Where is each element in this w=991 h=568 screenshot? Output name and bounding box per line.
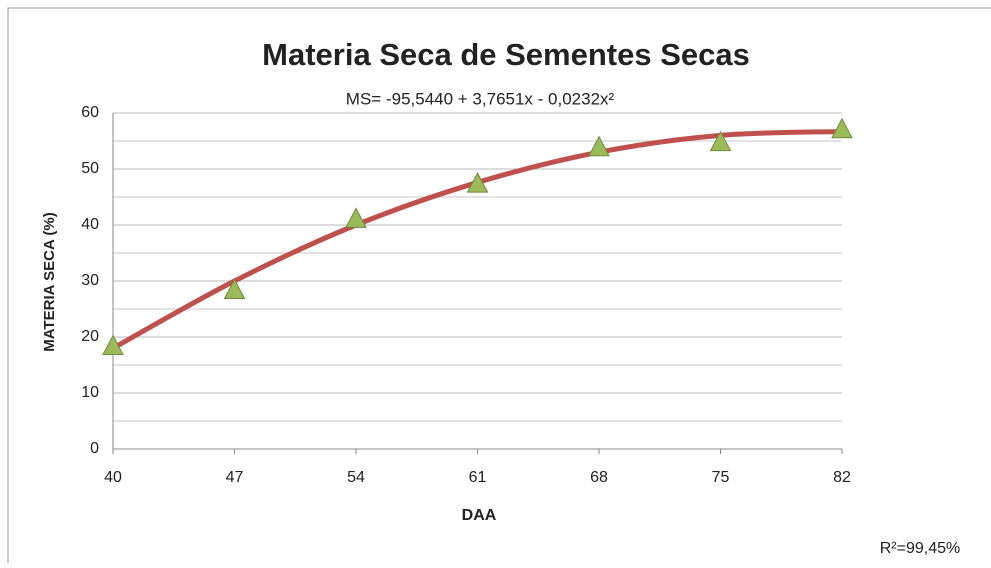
y-tick-label: 0 [90, 440, 99, 457]
y-tick-label: 20 [81, 328, 99, 345]
y-tick-label: 60 [81, 104, 99, 121]
x-axis-label: DAA [462, 507, 497, 524]
r-squared: R²=99,45% [880, 540, 961, 557]
chart-title: Materia Seca de Sementes Secas [262, 37, 750, 72]
y-tick-label: 50 [81, 160, 99, 177]
y-axis-label: MATERIA SECA (%) [41, 212, 58, 351]
x-tick-label: 61 [469, 469, 487, 486]
chart-border [7, 7, 991, 563]
x-tick-label: 68 [590, 469, 608, 486]
point [588, 135, 610, 157]
x-tick-label: 47 [226, 469, 244, 486]
y-tick-label: 30 [81, 272, 99, 289]
y-tick-label: 40 [81, 216, 99, 233]
point [223, 278, 246, 300]
x-tick-label: 54 [347, 469, 365, 486]
trend-line [110, 128, 845, 351]
point [345, 207, 367, 228]
x-tick-label: 40 [104, 469, 122, 486]
point [466, 172, 489, 193]
point [709, 130, 732, 152]
x-tick-label: 75 [712, 469, 730, 486]
x-tick-label: 82 [833, 469, 851, 486]
point [831, 117, 853, 139]
equation: MS= -95,5440 + 3,7651x - 0,0232x² [346, 89, 615, 108]
y-tick-label: 10 [81, 384, 99, 401]
point [102, 334, 124, 356]
